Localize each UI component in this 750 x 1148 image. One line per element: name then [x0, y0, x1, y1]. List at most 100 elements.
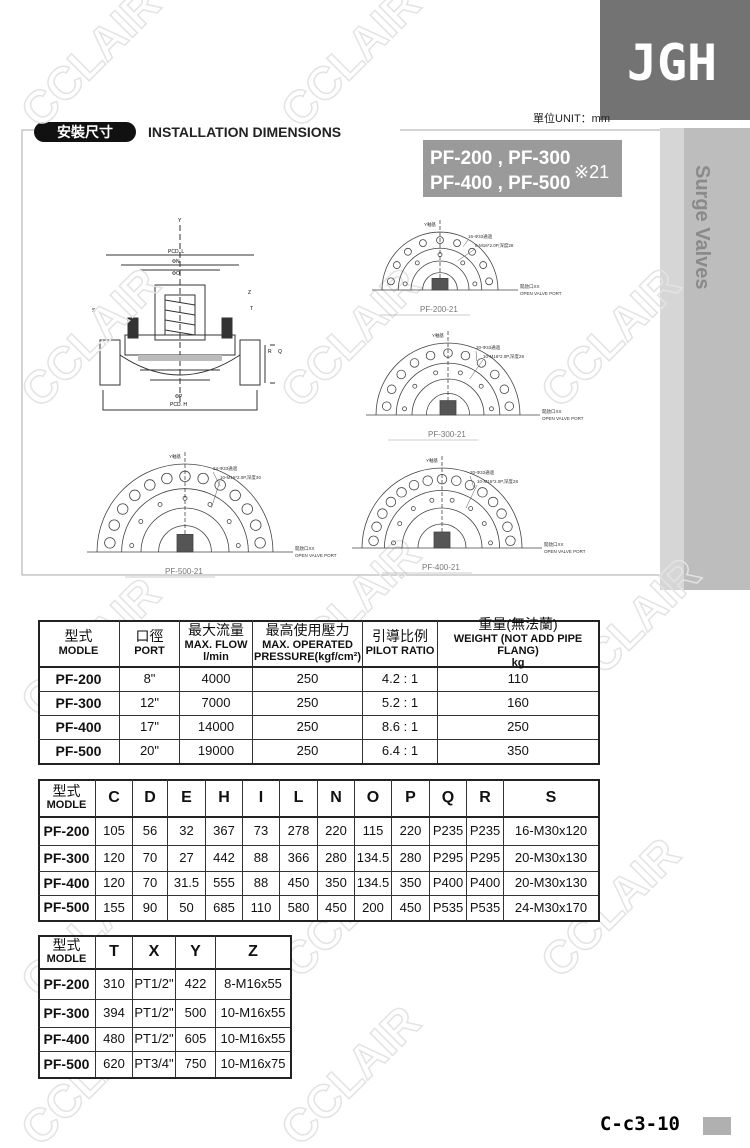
bolt-hole — [496, 508, 507, 519]
value-cell: 10-M16x75 — [220, 1056, 286, 1072]
header-text: 最大流量 — [188, 622, 244, 639]
header-text: 口徑 — [135, 628, 164, 645]
table: 型式 MODLE T X Y Z PF-200 310 PT1/2" 422 8-M16x55 PF-… — [38, 935, 292, 1079]
dim-label: R — [268, 349, 272, 355]
bolt-hole — [477, 487, 488, 498]
bolt-hole — [179, 470, 191, 483]
tap-hole — [481, 521, 487, 526]
drawing-note: 開啟口XX — [295, 545, 315, 552]
value-cell: 120 — [96, 872, 133, 896]
header-text: PRESSURE(kgf/cm²) — [254, 650, 361, 663]
bolt-hole — [386, 384, 397, 394]
value-cell: P400 — [467, 872, 504, 896]
bolt-hole — [408, 479, 420, 491]
header-text: P — [405, 788, 416, 806]
bolt-hole — [144, 479, 156, 491]
section-hatch — [138, 355, 222, 361]
model-cell: PF-200 — [38, 818, 96, 846]
model-cell: PF-500 — [38, 896, 96, 920]
frame — [21, 129, 660, 576]
header-cell: I — [243, 779, 280, 818]
value-cell: 8" — [120, 668, 180, 692]
bolt-hole — [479, 261, 488, 269]
drawing-note: OPEN VALVE PORT — [544, 549, 586, 554]
value-cell: 4.2 : 1 — [363, 668, 438, 692]
value-cell: 88 — [243, 846, 280, 872]
value-cell: 450 — [392, 896, 430, 920]
model-cell: PF-200 — [38, 668, 120, 692]
value-cell: 115 — [355, 818, 392, 846]
drawing-note: OPEN VALVE PORT — [542, 416, 584, 421]
bolt-hole — [425, 350, 436, 361]
value-cell: 500 — [176, 1000, 216, 1028]
header-cell: Y — [176, 935, 216, 970]
value-cell: 155 — [96, 896, 133, 920]
header-text: N — [330, 788, 342, 806]
drawing-note: Y軸基 — [424, 221, 437, 228]
bolt-hole — [392, 261, 401, 269]
port — [439, 400, 457, 416]
value-cell: 24-M30x170 — [514, 899, 588, 915]
value-cell: 366 — [280, 846, 318, 872]
value-cell: PT1/2" — [133, 1028, 176, 1052]
value-cell: 394 — [96, 1000, 133, 1028]
header-text: D — [144, 788, 156, 806]
value-cell: 19000 — [180, 740, 253, 763]
header-text: C — [108, 788, 120, 806]
model-cell: PF-200 — [38, 970, 96, 1000]
drawing-note: 開啟口XX — [542, 408, 562, 415]
tap-hole — [437, 252, 443, 258]
header-text: 型式 — [64, 628, 93, 645]
header-text: X — [148, 942, 160, 960]
value-cell: 580 — [280, 896, 318, 920]
value-cell: 367 — [206, 818, 243, 846]
flange-drawing — [87, 452, 293, 553]
model-cell: PF-400 — [38, 1028, 96, 1052]
bolt-hole — [499, 384, 510, 394]
value-cell: 4000 — [180, 668, 253, 692]
value-cell: 14000 — [180, 716, 253, 740]
value-cell: 8-M16x55 — [216, 970, 290, 1000]
value-cell: 88 — [243, 872, 280, 896]
drawing-note: 開啟口XX — [544, 541, 564, 548]
header-cell: N — [318, 779, 355, 818]
header-text: S — [545, 788, 557, 806]
drawing-note: 24-Φ33通過 — [213, 465, 238, 472]
value-cell: P235 — [467, 818, 504, 846]
port — [433, 531, 451, 549]
header-cell: D — [133, 779, 168, 818]
bolt-hole — [197, 472, 209, 485]
watermark: CCLAIR — [270, 0, 430, 137]
dim-label: ΦP — [175, 394, 183, 400]
tap-hole — [397, 521, 403, 526]
header-text: Q — [441, 788, 455, 806]
dim-label: Y — [178, 218, 182, 224]
header-cell: C — [96, 779, 133, 818]
header-text: kg — [511, 656, 525, 669]
header-text: H — [218, 788, 230, 806]
header-cell: Q — [430, 779, 467, 818]
tap-hole — [391, 540, 396, 546]
value-cell: 250 — [253, 692, 363, 716]
tap-hole — [449, 497, 455, 503]
header-text: MODLE — [58, 644, 99, 657]
model-cell: PF-300 — [38, 846, 96, 872]
arc — [422, 272, 458, 291]
value-cell: 605 — [176, 1028, 216, 1052]
value-cell: P535 — [430, 896, 467, 920]
header-text: Y — [190, 942, 201, 960]
leader — [465, 475, 478, 509]
value-cell: 12" — [120, 692, 180, 716]
model-code: ※21 — [574, 162, 609, 182]
bolt-hole — [371, 521, 382, 532]
bolt-hole — [129, 489, 141, 502]
header-text: MAX. OPERATED — [262, 638, 353, 651]
value-cell: PT3/4" — [133, 1052, 176, 1077]
value-cell: 50 — [168, 896, 206, 920]
bolt-hole — [505, 535, 516, 547]
header-cell: Z — [216, 935, 290, 970]
value-cell: 310 — [96, 970, 133, 1000]
value-cell: 17" — [120, 716, 180, 740]
bolt-hole — [386, 277, 395, 286]
header-text: 引導比例 — [372, 628, 428, 645]
